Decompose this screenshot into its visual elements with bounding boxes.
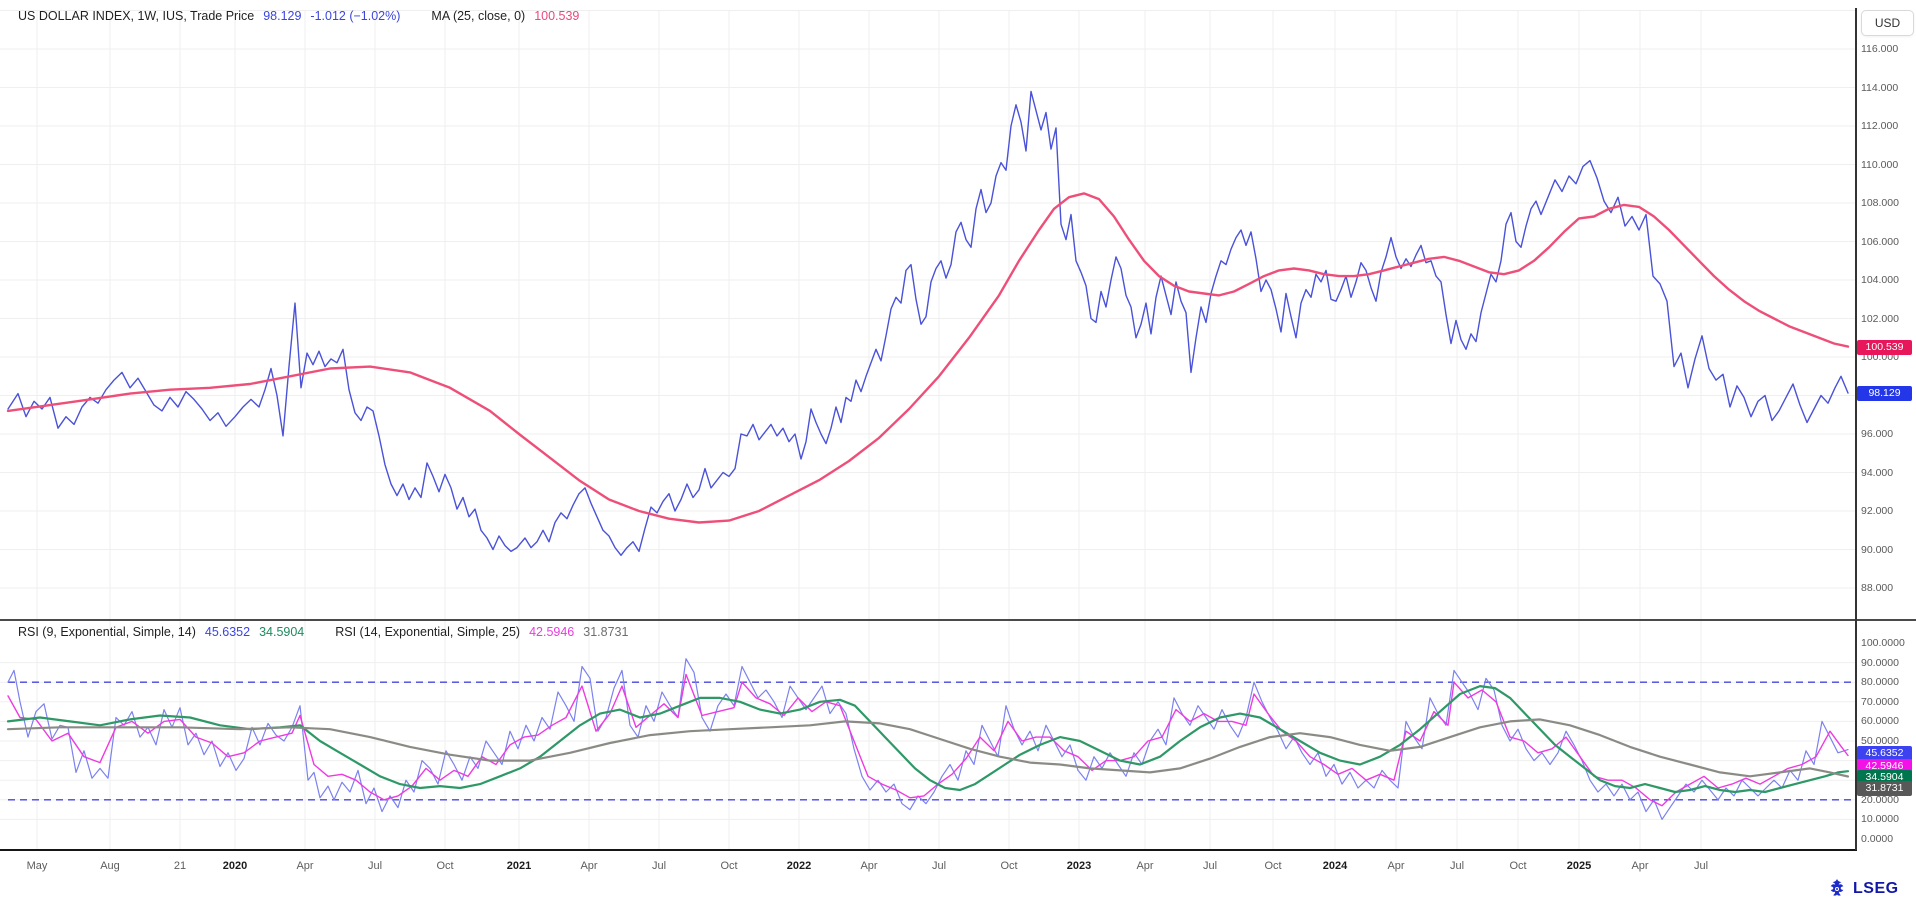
currency-axis-button[interactable]: USD <box>1861 10 1914 36</box>
rsi-tick-label: 0.0000 <box>1861 833 1894 845</box>
rsi14-value: 42.5946 <box>529 625 575 639</box>
price-axis-badge: 98.129 <box>1857 386 1912 401</box>
ma-legend-value: 100.539 <box>534 9 580 23</box>
time-axis-label: Apr <box>1136 860 1154 872</box>
rsi14-legend-label: RSI (14, Exponential, Simple, 25) <box>335 625 521 639</box>
time-axis-label: Oct <box>1000 860 1018 872</box>
time-axis-label: Oct <box>436 860 454 872</box>
time-axis-year-label: 2023 <box>1066 860 1092 872</box>
instrument-title: US DOLLAR INDEX, 1W, IUS, Trade Price <box>18 9 255 23</box>
rsi14-smooth-value: 31.8731 <box>583 625 629 639</box>
rsi-tick-label: 60.0000 <box>1861 715 1899 728</box>
rsi-tick-label: 20.0000 <box>1861 793 1899 806</box>
time-axis-label: Jul <box>1202 860 1218 872</box>
rsi-axis-badge: 45.6352 <box>1857 746 1912 761</box>
time-axis-year-label: 2020 <box>222 860 248 872</box>
price-change-value: -1.012 (−1.02%) <box>310 9 401 23</box>
rsi-tick-label: 100.0000 <box>1861 637 1905 649</box>
time-axis-label: Apr <box>580 860 598 872</box>
price-tick-label: 90.000 <box>1861 543 1894 556</box>
price-legend: US DOLLAR INDEX, 1W, IUS, Trade Price 98… <box>18 9 579 23</box>
time-axis-label: 21 <box>173 860 187 872</box>
time-axis-label: Apr <box>860 860 878 872</box>
price-tick-label: 114.000 <box>1861 81 1899 94</box>
price-tick-label: 94.000 <box>1861 466 1894 479</box>
rsi-tick-label: 10.0000 <box>1861 813 1899 826</box>
lseg-logo: LSEG <box>1826 878 1899 900</box>
time-axis-label: Aug <box>100 860 120 872</box>
time-axis-label: Jul <box>1693 860 1709 872</box>
rsi-tick-label: 50.0000 <box>1861 735 1899 747</box>
time-axis-label: Apr <box>1631 860 1649 872</box>
price-tick-label: 108.000 <box>1861 197 1899 209</box>
time-axis-year-label: 2021 <box>506 860 532 872</box>
price-tick-label: 112.000 <box>1861 120 1899 132</box>
ma-legend-label: MA (25, close, 0) <box>431 9 526 23</box>
time-axis-label: Oct <box>1509 860 1527 872</box>
rsi-legend: RSI (9, Exponential, Simple, 14) 45.6352… <box>18 625 628 639</box>
time-axis-year-label: 2025 <box>1566 860 1592 872</box>
time-axis-year-label: 2022 <box>786 860 812 872</box>
last-price-value: 98.129 <box>263 9 302 23</box>
rsi-tick-label: 80.0000 <box>1861 676 1899 689</box>
time-axis-label: Jul <box>367 860 383 872</box>
rsi-axis-badge: 31.8731 <box>1857 781 1912 796</box>
rsi9-legend-label: RSI (9, Exponential, Simple, 14) <box>18 625 196 639</box>
price-tick-label: 110.000 <box>1861 158 1899 171</box>
time-axis-label: Jul <box>651 860 667 872</box>
time-axis-label: Apr <box>296 860 314 872</box>
price-tick-label: 104.000 <box>1861 274 1899 286</box>
price-tick-label: 102.000 <box>1861 312 1899 325</box>
price-tick-label: 96.000 <box>1861 428 1894 440</box>
rsi-tick-label: 70.0000 <box>1861 695 1899 708</box>
time-axis-label: Oct <box>720 860 738 872</box>
time-axis-label: Jul <box>1449 860 1465 872</box>
price-axis-badge: 100.539 <box>1857 340 1912 355</box>
time-axis-year-label: 2024 <box>1322 860 1348 872</box>
time-axis-label: Apr <box>1387 860 1405 872</box>
rsi-tick-label: 90.0000 <box>1861 656 1899 669</box>
time-axis-label: Jul <box>931 860 947 872</box>
rsi9-value: 45.6352 <box>204 625 251 639</box>
price-tick-label: 88.000 <box>1861 582 1894 594</box>
time-axis-label: Oct <box>1264 860 1282 872</box>
lseg-crest-icon <box>1830 878 1844 896</box>
lseg-logo-text: LSEG <box>1853 880 1899 897</box>
rsi9-smooth-value: 34.5904 <box>259 625 305 639</box>
price-tick-label: 92.000 <box>1861 505 1894 517</box>
price-tick-label: 116.000 <box>1861 43 1899 55</box>
price-tick-label: 106.000 <box>1861 235 1899 248</box>
time-axis-label: May <box>26 860 48 872</box>
